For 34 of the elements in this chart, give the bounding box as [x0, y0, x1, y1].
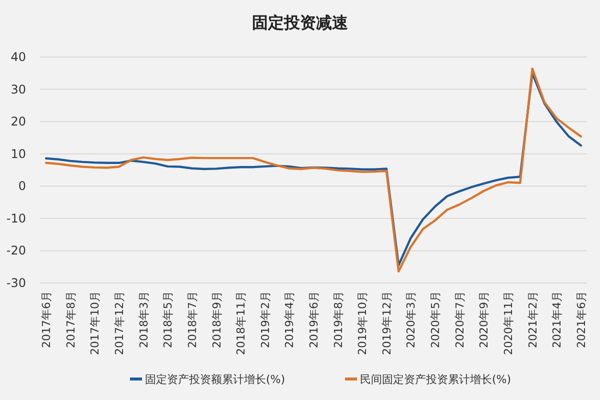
x-tick-label: 2018年7月: [186, 291, 199, 348]
x-tick-label: 2021年4月: [550, 291, 564, 348]
y-tick-label: 0: [18, 179, 26, 194]
y-tick-label: -20: [6, 244, 26, 258]
x-tick-label: 2020年9月: [478, 291, 491, 348]
x-tick-label: 2020年11月: [502, 291, 515, 355]
x-tick-label: 2018年11月: [234, 291, 248, 355]
x-tick-label: 2021年2月: [526, 291, 540, 348]
y-tick-label: 40: [10, 50, 26, 64]
x-tick-label: 2019年12月: [380, 291, 394, 355]
legend-label: 民间固定资产投资累计增长(%): [360, 373, 512, 386]
x-tick-label: 2019年4月: [283, 291, 296, 348]
x-tick-label: 2019年6月: [308, 291, 320, 348]
x-tick-label: 2020年5月: [429, 291, 442, 348]
y-tick-label: 10: [10, 146, 26, 161]
x-tick-label: 2017年10月: [88, 291, 102, 355]
x-tick-label: 2021年6月: [574, 291, 588, 348]
x-tick-label: 2017年12月: [113, 291, 126, 355]
x-tick-label: 2017年8月: [64, 291, 78, 348]
y-tick-label: -30: [6, 276, 26, 290]
y-tick-label: -10: [6, 211, 26, 226]
chart-title: 固定投资减速: [252, 13, 349, 32]
x-tick-label: 2018年5月: [162, 291, 175, 348]
x-tick-label: 2019年10月: [356, 291, 370, 355]
x-tick-label: 2019年2月: [258, 291, 272, 348]
y-tick-label: 20: [10, 114, 26, 129]
x-tick-label: 2018年3月: [137, 291, 150, 348]
x-tick-label: 2020年3月: [404, 291, 418, 348]
y-tick-label: 30: [10, 82, 26, 96]
x-tick-label: 2019年8月: [332, 291, 345, 348]
x-tick-label: 2017年6月: [40, 291, 54, 348]
x-tick-label: 2018年9月: [210, 291, 224, 348]
x-tick-label: 2020年7月: [453, 291, 466, 348]
legend-label: 固定资产投资额累计增长(%): [145, 373, 286, 386]
